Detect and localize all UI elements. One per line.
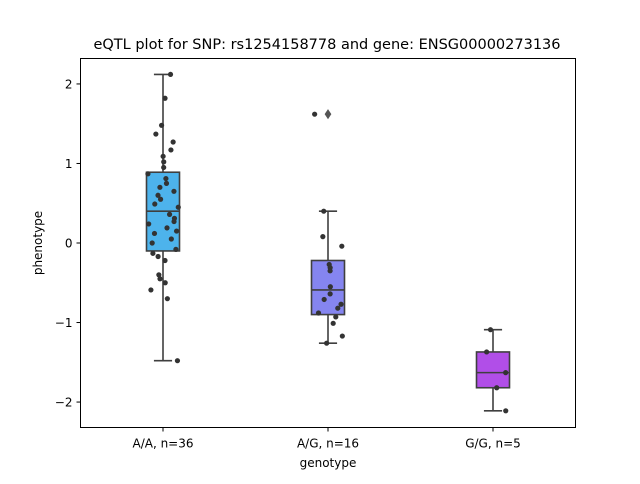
data-point [149, 240, 155, 246]
y-tick-label: 1 [65, 157, 73, 171]
data-point [315, 310, 322, 316]
data-point [153, 131, 159, 137]
data-point [333, 314, 339, 320]
data-point [157, 276, 163, 282]
y-axis-label: phenotype [31, 211, 45, 275]
data-point [155, 192, 161, 198]
data-point [494, 385, 500, 391]
box-group [145, 73, 181, 362]
data-point [155, 253, 161, 260]
data-point [327, 268, 333, 274]
data-point [338, 301, 344, 307]
data-point [152, 201, 158, 207]
data-point [163, 180, 170, 186]
x-tick-label: G/G, n=5 [465, 437, 521, 451]
data-point [503, 370, 509, 376]
x-axis: A/A, n=36 A/G, n=16 G/G, n=5 [132, 427, 521, 451]
data-point [164, 225, 170, 231]
points-layer [145, 71, 509, 414]
data-point [171, 218, 177, 225]
y-tick-label: −2 [55, 396, 73, 410]
data-point [171, 188, 177, 194]
data-point [157, 196, 164, 202]
data-point [161, 159, 167, 165]
data-point [160, 153, 166, 159]
data-point [335, 305, 341, 311]
data-point [330, 320, 336, 326]
chart-title: eQTL plot for SNP: rs1254158778 and gene… [93, 37, 560, 53]
data-point [173, 246, 179, 252]
data-point [151, 230, 158, 237]
data-point [312, 111, 318, 117]
data-point [146, 221, 152, 227]
outlier-marker [324, 109, 332, 120]
data-point [163, 175, 169, 182]
data-point [327, 291, 333, 297]
box-group [475, 328, 511, 412]
data-point [503, 408, 509, 414]
data-point [321, 208, 327, 214]
data-point [173, 228, 180, 234]
data-point [161, 164, 167, 171]
data-point [174, 358, 181, 364]
data-point [150, 250, 156, 256]
box-iqr [475, 351, 511, 389]
x-tick-label: A/A, n=36 [132, 437, 193, 451]
y-axis: −2 −1 0 1 2 [55, 77, 81, 410]
data-point [162, 257, 168, 264]
data-point [162, 95, 168, 101]
data-point [162, 280, 168, 286]
y-tick-label: 2 [65, 77, 73, 91]
data-point [327, 284, 333, 290]
data-point [158, 122, 165, 128]
data-point [166, 211, 173, 217]
data-point [148, 287, 154, 293]
data-point [157, 184, 163, 190]
data-point [168, 236, 174, 242]
y-tick-label: 0 [65, 237, 73, 251]
data-point [170, 139, 176, 145]
data-point [324, 340, 330, 346]
data-point [320, 234, 326, 240]
data-point [484, 349, 490, 355]
y-tick-label: −1 [55, 316, 73, 330]
data-point [156, 272, 162, 278]
data-point [145, 171, 151, 177]
data-point [164, 296, 170, 302]
data-point [321, 296, 327, 303]
x-tick-label: A/G, n=16 [297, 437, 359, 451]
boxes-layer [145, 73, 511, 412]
data-point [339, 243, 345, 249]
data-point [167, 71, 174, 78]
data-point [487, 327, 494, 333]
data-point [175, 204, 181, 210]
data-point [339, 333, 345, 339]
x-axis-label: genotype [300, 456, 357, 470]
data-point [168, 147, 174, 153]
